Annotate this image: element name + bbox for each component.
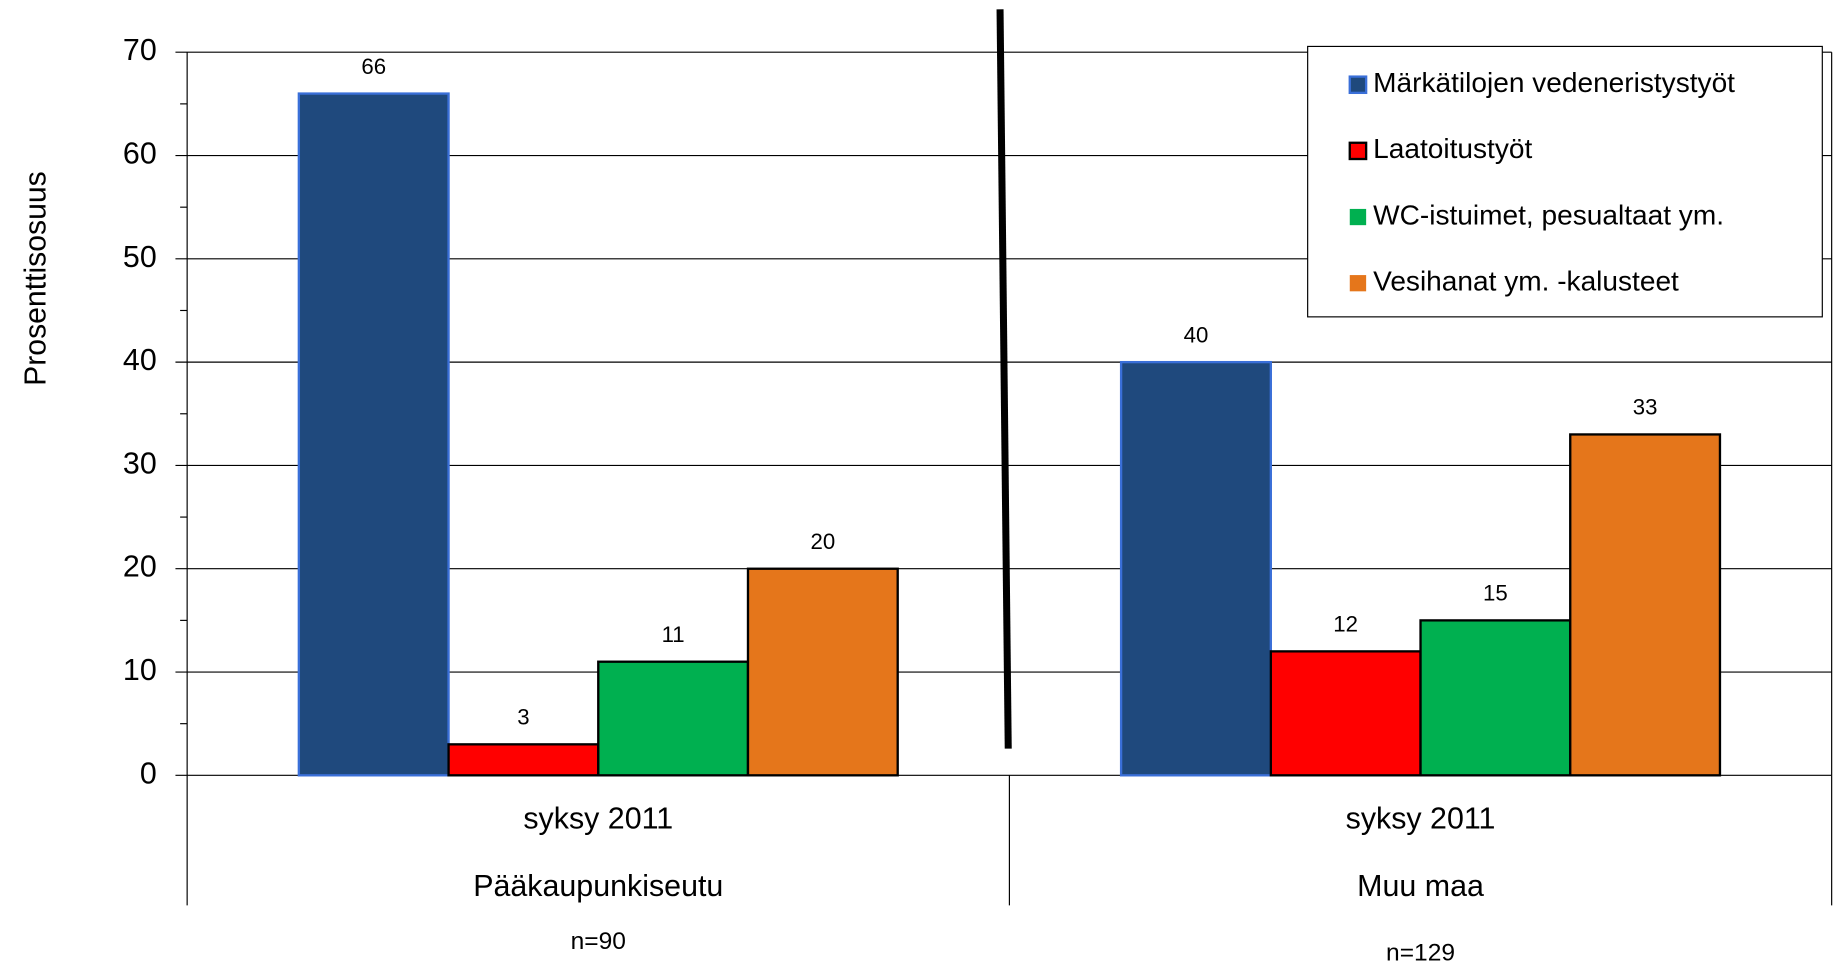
x-tick-label: syksy 2011 — [523, 803, 673, 836]
legend-label: Märkätilojen vedeneristystyöt — [1373, 67, 1735, 98]
bar — [447, 743, 600, 777]
data-label: 11 — [662, 622, 685, 647]
y-tick-label: 40 — [123, 344, 157, 377]
legend-box — [1307, 45, 1823, 318]
bar — [1119, 360, 1272, 777]
y-tick-label: 10 — [123, 654, 157, 687]
data-label: 20 — [810, 529, 835, 554]
group-label: Pääkaupunkiseutu — [473, 870, 723, 903]
data-label: 33 — [1633, 395, 1658, 420]
x-tick-label: syksy 2011 — [1346, 803, 1496, 836]
data-label: 15 — [1483, 581, 1508, 606]
y-tick-label: 0 — [140, 757, 157, 790]
y-tick-label: 50 — [123, 241, 157, 274]
data-label: 40 — [1184, 322, 1209, 347]
divider — [996, 9, 1012, 749]
y-tick-label: 30 — [123, 447, 157, 480]
bar — [597, 660, 750, 777]
legend-label: Vesihanat ym. -kalusteet — [1373, 266, 1679, 297]
y-axis-title: Prosenttisosuus — [19, 171, 52, 386]
y-tick-label: 70 — [123, 34, 157, 67]
bar — [746, 567, 899, 777]
legend-swatch — [1348, 141, 1368, 161]
bar — [1569, 433, 1722, 777]
group-label: Muu maa — [1357, 870, 1484, 903]
data-label: 3 — [517, 705, 529, 730]
bar — [1269, 650, 1422, 777]
annotation: n=129 — [1386, 940, 1455, 967]
y-tick-label: 60 — [123, 138, 157, 171]
legend-swatch — [1349, 275, 1367, 292]
legend: Märkätilojen vedeneristystyöt Laatoitusty… — [1307, 45, 1823, 318]
data-label: 66 — [361, 54, 386, 79]
legend-label: WC-istuimet, pesualtaat ym. — [1373, 200, 1724, 231]
bar — [1419, 619, 1572, 777]
bar — [297, 92, 450, 777]
y-tick-label: 20 — [123, 551, 157, 584]
annotation: n=90 — [571, 928, 626, 955]
data-label: 12 — [1333, 612, 1358, 637]
legend-swatch — [1349, 208, 1367, 226]
legend-label: Laatoitustyöt — [1373, 133, 1532, 164]
legend-swatch — [1348, 75, 1368, 95]
